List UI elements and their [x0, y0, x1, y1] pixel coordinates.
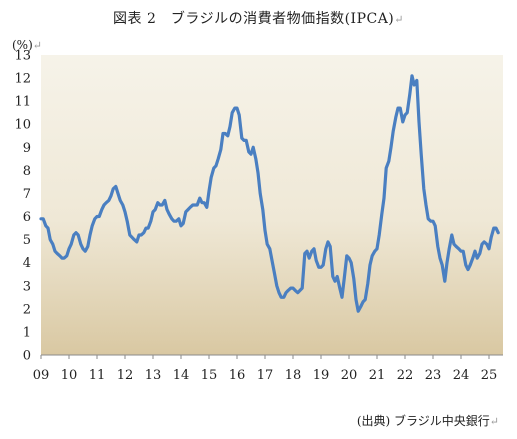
y-tick-label: 7: [23, 187, 31, 202]
x-tick-label: 15: [201, 368, 218, 383]
x-tick-label: 25: [481, 368, 498, 383]
y-tick-label: 6: [23, 210, 31, 225]
x-tick-label: 21: [369, 368, 386, 383]
x-tick-label: 19: [313, 368, 330, 383]
x-tick-label: 18: [285, 368, 302, 383]
x-tick-label: 23: [425, 368, 442, 383]
series-layer: [39, 74, 500, 313]
x-tick-label: 16: [229, 368, 246, 383]
y-tick-label: 11: [14, 95, 31, 110]
x-tick-label: 17: [257, 368, 274, 383]
y-tick-label: 12: [14, 72, 31, 87]
x-tick-label: 20: [341, 368, 358, 383]
y-tick-label: 13: [14, 49, 31, 64]
series-line: [39, 74, 500, 313]
y-axis-unit-label: (%)↵: [12, 38, 42, 52]
x-tick-label: 22: [397, 368, 414, 383]
x-tick-label: 14: [173, 368, 190, 383]
x-tick-label: 24: [453, 368, 470, 383]
y-tick-label: 8: [23, 164, 31, 179]
plot-area: [41, 55, 503, 355]
y-tick-label: 0: [23, 349, 31, 364]
x-tick-label: 13: [145, 368, 162, 383]
y-tick-label: 5: [23, 233, 31, 248]
x-tick-label: 10: [61, 368, 78, 383]
y-tick-label: 10: [14, 118, 31, 133]
y-tick-label: 2: [23, 302, 31, 317]
y-tick-label: 1: [23, 325, 31, 340]
x-tick-label: 12: [117, 368, 134, 383]
y-tick-label: 9: [23, 141, 31, 156]
chart-title: 図表 2 ブラジルの消費者物価指数(IPCA)↵: [113, 11, 404, 27]
x-tick-label: 11: [89, 368, 106, 383]
x-tick-label: 09: [33, 368, 50, 383]
source-note: (出典) ブラジル中央銀行↵: [356, 414, 499, 428]
x-axis-ticks: 09 10 11 12 13 14 15 16 17 18 19 20 21 22 23 24 25: [33, 355, 498, 383]
y-tick-label: 3: [23, 279, 31, 294]
y-tick-label: 4: [23, 256, 31, 271]
